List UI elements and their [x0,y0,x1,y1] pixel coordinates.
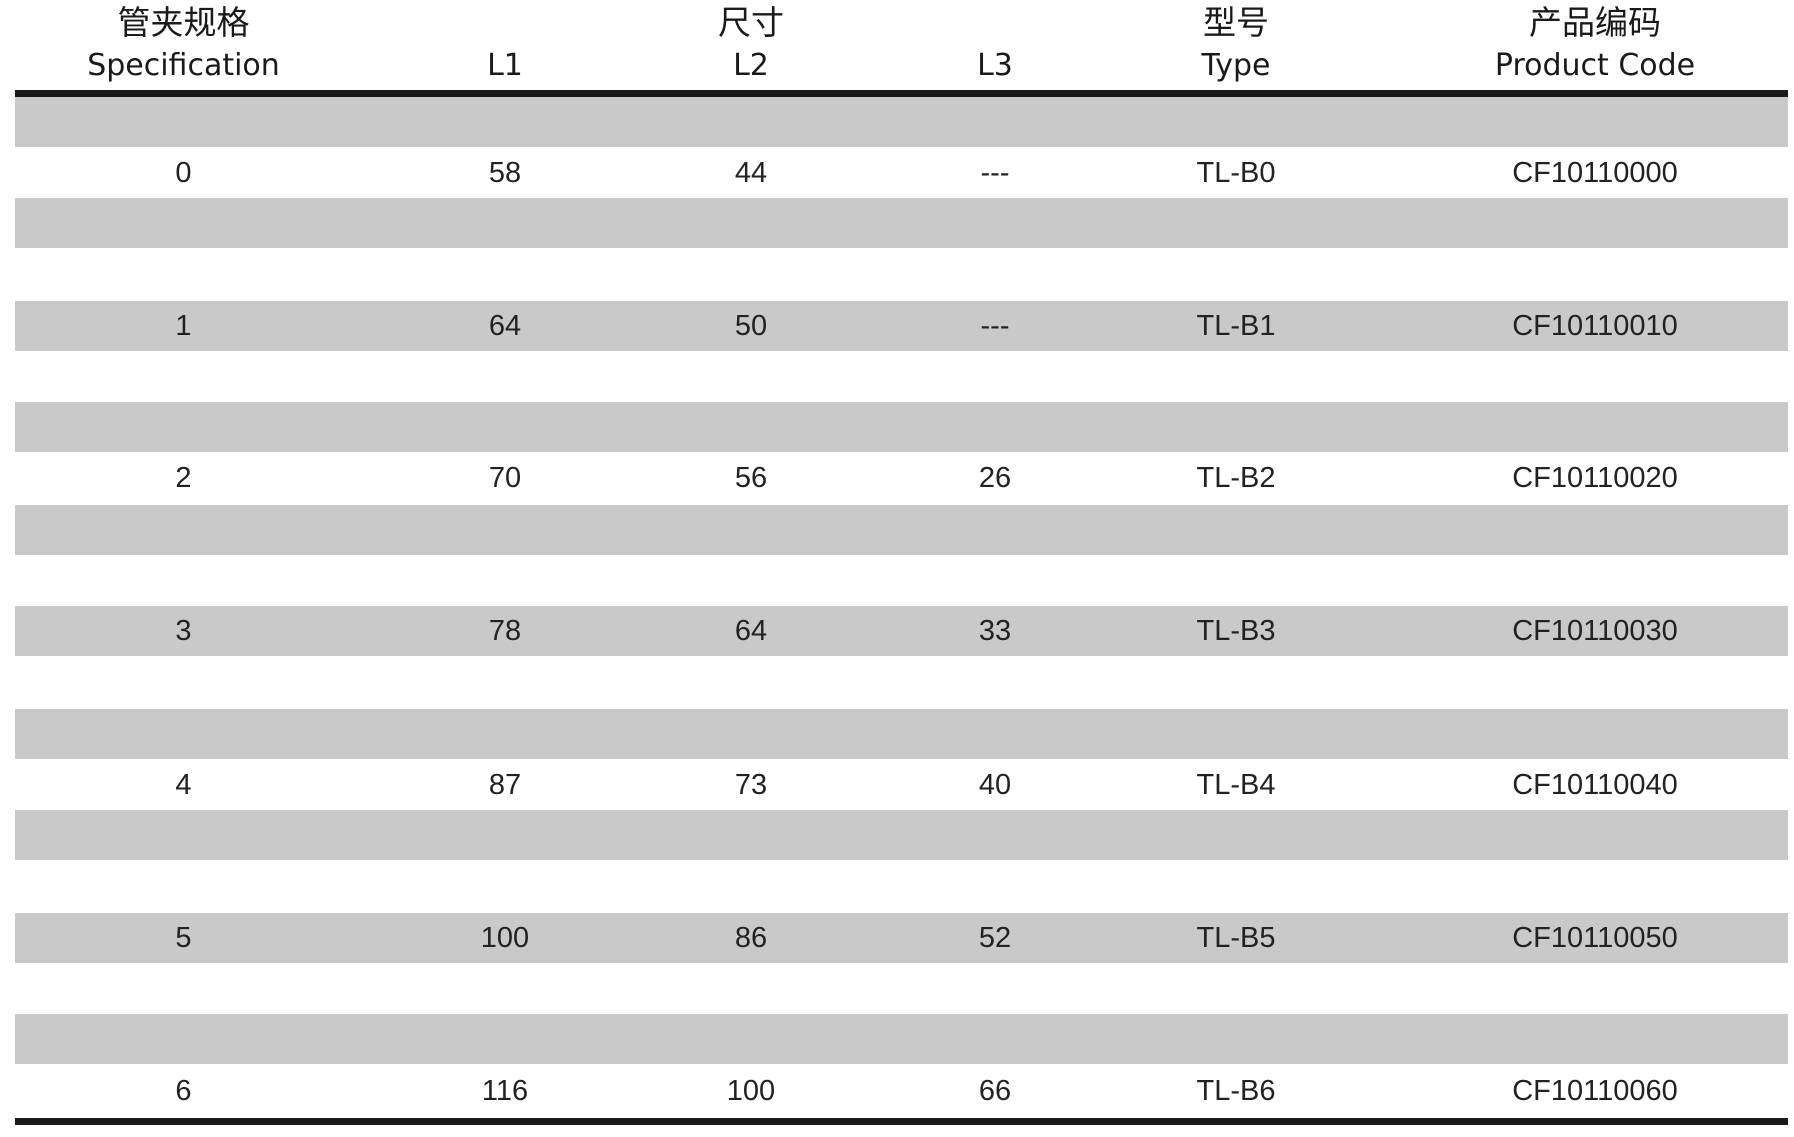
cell-l2: 64 [734,615,768,647]
row-band [15,505,1788,555]
row-band [15,1014,1788,1064]
cell-l3: 66 [978,1075,1012,1107]
cell-type: TL-B1 [1196,310,1276,342]
cell-code: CF10110030 [1512,615,1678,647]
cell-l1: 87 [488,769,522,801]
cell-spec: 2 [175,462,192,494]
cell-l1: 78 [488,615,522,647]
table-row: 5 100 86 52 TL-B5 CF10110050 [15,913,1788,963]
row-band [15,606,1788,656]
cell-type: TL-B4 [1196,769,1276,801]
cell-l1: 64 [488,310,522,342]
cell-code: CF10110000 [1512,157,1678,189]
header-l1: L1 [487,48,523,83]
cell-l3: 40 [978,769,1012,801]
cell-l2: 100 [726,1075,776,1107]
cell-spec: 5 [175,922,192,954]
table-row: 6 116 100 66 TL-B6 CF10110060 [15,1066,1788,1116]
cell-l2: 44 [734,157,768,189]
row-band [15,913,1788,963]
row-band [15,97,1788,147]
table-row: 2 70 56 26 TL-B2 CF10110020 [15,453,1788,503]
header-spec-en: Specification [87,48,280,83]
cell-l2: 86 [734,922,768,954]
cell-type: TL-B6 [1196,1075,1276,1107]
cell-type: TL-B3 [1196,615,1276,647]
row-band [15,709,1788,759]
header-l2: L2 [733,48,769,83]
row-band [15,198,1788,248]
cell-spec: 6 [175,1075,192,1107]
cell-spec: 4 [175,769,192,801]
header-type-en: Type [1201,48,1271,83]
cell-spec: 1 [175,310,192,342]
row-band [15,810,1788,860]
cell-l3: 33 [978,615,1012,647]
row-band [15,402,1788,452]
cell-code: CF10110020 [1512,462,1678,494]
cell-l1: 116 [481,1075,529,1107]
table-row: 1 64 50 --- TL-B1 CF10110010 [15,301,1788,351]
table-row: 0 58 44 --- TL-B0 CF10110000 [15,148,1788,198]
cell-code: CF10110060 [1512,1075,1678,1107]
header-spec-cn: 管夹规格 [117,3,250,42]
cell-l3: 26 [978,462,1012,494]
table-header: 管夹规格 Specification 尺寸 L1 L2 L3 型号 Type 产… [15,0,1788,90]
header-dims-cn: 尺寸 [718,3,784,42]
cell-l3: --- [980,310,1010,342]
header-type-cn: 型号 [1203,3,1269,42]
cell-type: TL-B0 [1196,157,1276,189]
header-code-en: Product Code [1494,48,1696,83]
header-l3: L3 [977,48,1013,83]
cell-l3: --- [980,157,1010,189]
header-rule [15,90,1788,97]
cell-type: TL-B2 [1196,462,1276,494]
cell-l1: 70 [488,462,522,494]
cell-l3: 52 [978,922,1012,954]
table-row: 4 87 73 40 TL-B4 CF10110040 [15,760,1788,810]
cell-l1: 58 [488,157,522,189]
table-row: 3 78 64 33 TL-B3 CF10110030 [15,606,1788,656]
cell-type: TL-B5 [1196,922,1276,954]
row-band [15,301,1788,351]
cell-code: CF10110050 [1512,922,1678,954]
cell-l2: 56 [734,462,768,494]
cell-l2: 50 [734,310,768,342]
cell-l2: 73 [734,769,768,801]
cell-spec: 0 [175,157,192,189]
cell-code: CF10110010 [1512,310,1678,342]
cell-code: CF10110040 [1512,769,1678,801]
cell-l1: 100 [480,922,530,954]
footer-rule [15,1118,1788,1125]
cell-spec: 3 [175,615,192,647]
header-code-cn: 产品编码 [1529,3,1661,42]
